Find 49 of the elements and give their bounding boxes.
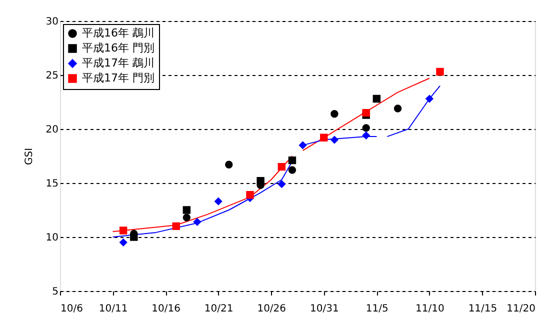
- point: [372, 94, 381, 103]
- y-tick-label: 15: [46, 178, 58, 190]
- x-tick-label: 10/6: [60, 304, 83, 314]
- legend-label: 平成16年 鵡川: [82, 26, 154, 40]
- point: [278, 162, 286, 171]
- point: [362, 124, 370, 132]
- point: [278, 180, 286, 188]
- x-tick-label: 11/20: [506, 304, 536, 314]
- y-tick-label: 25: [46, 70, 58, 82]
- point: [436, 68, 444, 76]
- y-tick-label: 10: [46, 232, 58, 244]
- line-series: [386, 85, 440, 138]
- line-series: [302, 78, 430, 152]
- y-tick-label: 30: [46, 16, 58, 28]
- point: [362, 132, 370, 140]
- x-tick-label: 10/21: [204, 304, 234, 314]
- legend-label: 平成16年 門別: [82, 42, 154, 54]
- point: [119, 238, 128, 246]
- point: [394, 104, 402, 112]
- point: [182, 206, 191, 214]
- y-tick-label: 20: [46, 124, 58, 136]
- x-tick-label: 11/10: [416, 304, 444, 314]
- point: [214, 198, 222, 206]
- point: [256, 176, 264, 185]
- legend-label: 平成17年 門別: [82, 72, 154, 84]
- point: [225, 160, 233, 168]
- point: [288, 156, 296, 164]
- point: [172, 222, 180, 230]
- point: [193, 218, 202, 226]
- point: [246, 191, 254, 199]
- x-tick-label: 11/5: [366, 304, 388, 314]
- point: [330, 136, 338, 144]
- y-axis-title: GSI: [24, 148, 35, 166]
- point: [130, 233, 138, 241]
- point: [288, 166, 296, 174]
- x-tick-label: 10/31: [310, 304, 339, 314]
- point: [119, 226, 128, 234]
- legend-label: 平成17年 鵡川: [82, 56, 154, 70]
- x-tick-label: 10/26: [257, 304, 286, 314]
- point: [320, 134, 328, 142]
- point: [362, 108, 370, 117]
- y-tick-label: 5: [52, 286, 58, 298]
- point: [298, 141, 307, 150]
- point: [182, 214, 191, 222]
- x-tick-label: 11/15: [468, 304, 498, 314]
- x-tick-label: 10/11: [98, 304, 128, 314]
- point: [426, 94, 434, 103]
- point: [330, 110, 338, 118]
- x-tick-label: 10/16: [152, 304, 180, 314]
